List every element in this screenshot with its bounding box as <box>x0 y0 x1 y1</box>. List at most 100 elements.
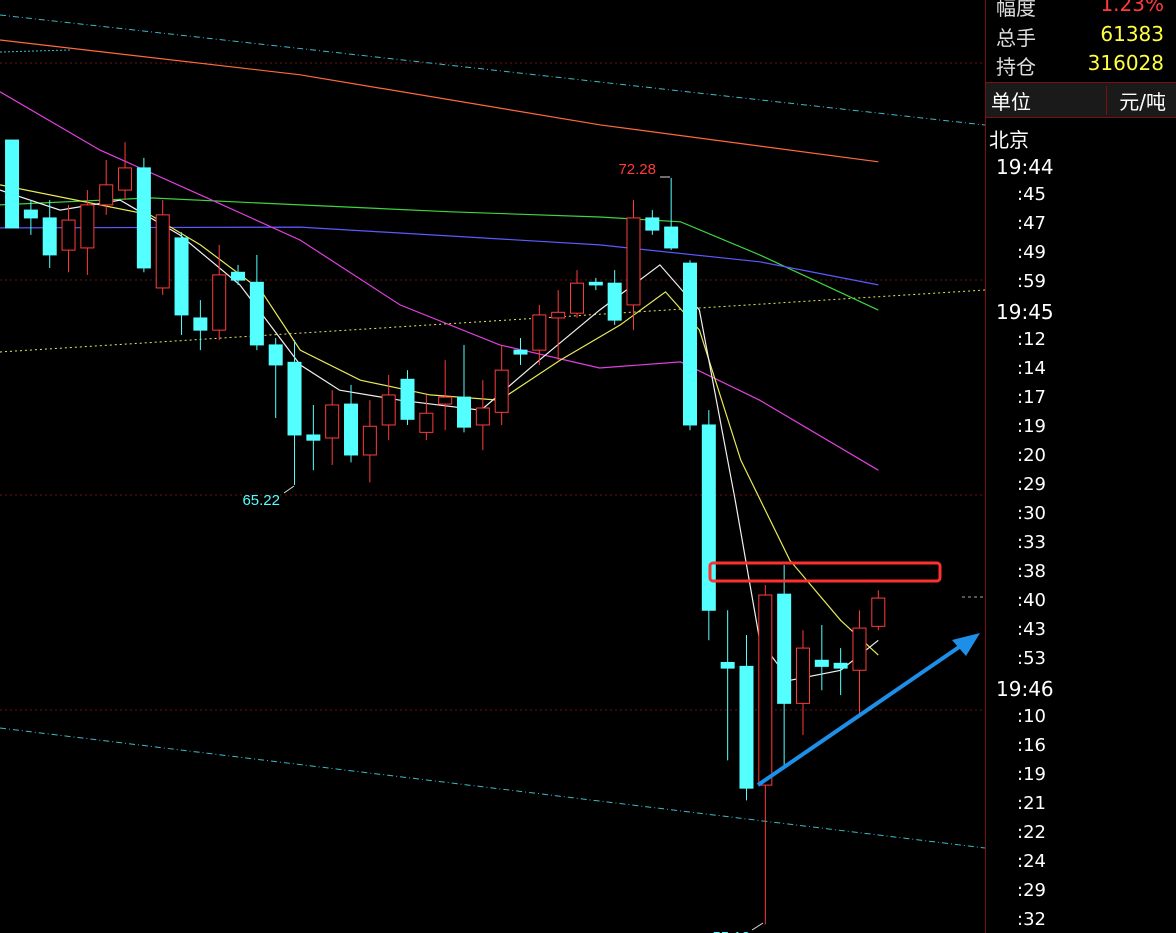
label-pointer <box>751 922 764 931</box>
time-label: :29 <box>1017 880 1046 901</box>
marks <box>0 39 886 925</box>
time-label: :29 <box>1017 474 1046 495</box>
candle-body <box>570 282 585 314</box>
candle-body <box>833 662 848 669</box>
candle-body <box>42 217 57 256</box>
time-label: :19 <box>1017 416 1046 437</box>
time-label: :20 <box>1017 445 1046 466</box>
time-label: :30 <box>1017 503 1046 524</box>
candle-body <box>739 665 754 789</box>
ma-line <box>0 184 879 656</box>
candle-body <box>249 281 264 346</box>
channel-line <box>0 727 985 849</box>
candle-body <box>513 349 528 355</box>
stat-label: 幅度 <box>996 0 1036 20</box>
stat-row: 总手 61383 <box>996 22 1164 50</box>
candle-body <box>645 217 660 231</box>
time-label: :43 <box>1017 619 1046 640</box>
ma-line <box>0 91 879 471</box>
candle-body <box>607 282 622 321</box>
time-label: :33 <box>1017 532 1046 553</box>
time-label: :24 <box>1017 851 1046 872</box>
ma-line <box>0 39 879 163</box>
high-label: 72.28 <box>618 161 656 178</box>
stat-value: 316028 <box>1087 51 1164 75</box>
candle-body <box>720 661 735 669</box>
stat-label: 持仓 <box>996 55 1036 79</box>
candle-body <box>494 369 509 413</box>
low-label: 65.22 <box>242 492 280 509</box>
time-label: :12 <box>1017 329 1046 350</box>
time-label: :49 <box>1017 242 1046 263</box>
arrow-head <box>952 633 980 656</box>
candle-body <box>193 317 208 331</box>
candle-body <box>419 412 434 433</box>
candle-body <box>381 394 396 426</box>
ma-line <box>0 197 879 311</box>
candle-body <box>682 262 697 426</box>
candle-body <box>777 593 792 704</box>
candle-body <box>174 237 189 316</box>
candle-body <box>626 217 641 306</box>
unit-row: 单位 元/吨 <box>986 82 1176 118</box>
candle-body <box>5 139 20 229</box>
time-label: 19:46 <box>996 677 1054 701</box>
time-label: :22 <box>1017 822 1046 843</box>
time-label: :59 <box>1017 271 1046 292</box>
ma-line <box>0 189 879 681</box>
time-label: :14 <box>1017 358 1046 379</box>
channel-line <box>0 14 985 126</box>
time-label: :40 <box>1017 590 1046 611</box>
candle-body <box>758 594 773 786</box>
candle-body <box>136 167 151 269</box>
time-label: 19:44 <box>996 155 1054 179</box>
chart: 72.28 65.22 55.12 <box>0 14 985 933</box>
time-label: :17 <box>1017 387 1046 408</box>
candle-body <box>212 274 227 331</box>
trend-line <box>0 289 985 353</box>
candle-body <box>664 226 679 249</box>
candle-body <box>287 361 302 436</box>
unit-label: 单位 <box>991 90 1031 114</box>
candle-body <box>438 396 453 405</box>
time-label: :21 <box>1017 793 1046 814</box>
low-label: 55.12 <box>712 929 750 933</box>
candle-body <box>61 219 76 251</box>
ma-line <box>0 226 879 286</box>
label-pointer <box>283 485 295 494</box>
candle-body <box>551 311 566 319</box>
location: 北京 <box>989 128 1029 152</box>
candle-body <box>99 184 114 206</box>
time-label: :38 <box>1017 561 1046 582</box>
candle-body <box>268 344 283 366</box>
candle-body <box>306 434 321 441</box>
stat-row: 幅度 1.23% <box>996 0 1164 20</box>
quote-panel: 幅度 1.23% 总手 61383 持仓 316028 单位 元/吨 北京 19:44… <box>985 0 1176 933</box>
highlight-box <box>708 561 942 583</box>
channel-line <box>0 49 71 53</box>
candle-body <box>588 281 603 286</box>
candle-body <box>852 627 867 671</box>
unit-value: 元/吨 <box>1106 86 1166 115</box>
candle-body <box>23 209 38 219</box>
candle-body <box>871 597 886 627</box>
stat-value: 1.23% <box>1100 0 1164 16</box>
time-label: :45 <box>1017 184 1046 205</box>
candle-body <box>344 403 359 456</box>
candle-body <box>362 425 377 456</box>
stat-row: 持仓 316028 <box>996 51 1164 79</box>
candle-body <box>532 314 547 351</box>
candle-body <box>231 271 246 281</box>
stat-label: 总手 <box>996 26 1036 50</box>
candle-body <box>457 396 472 428</box>
candle-body <box>814 659 829 667</box>
time-label: :32 <box>1017 909 1046 930</box>
candle-body <box>795 647 810 704</box>
candle-body <box>118 167 133 191</box>
time-label: :47 <box>1017 213 1046 234</box>
stat-value: 61383 <box>1100 22 1164 46</box>
candle-body <box>475 407 490 426</box>
time-label: :16 <box>1017 735 1046 756</box>
time-label: :19 <box>1017 764 1046 785</box>
